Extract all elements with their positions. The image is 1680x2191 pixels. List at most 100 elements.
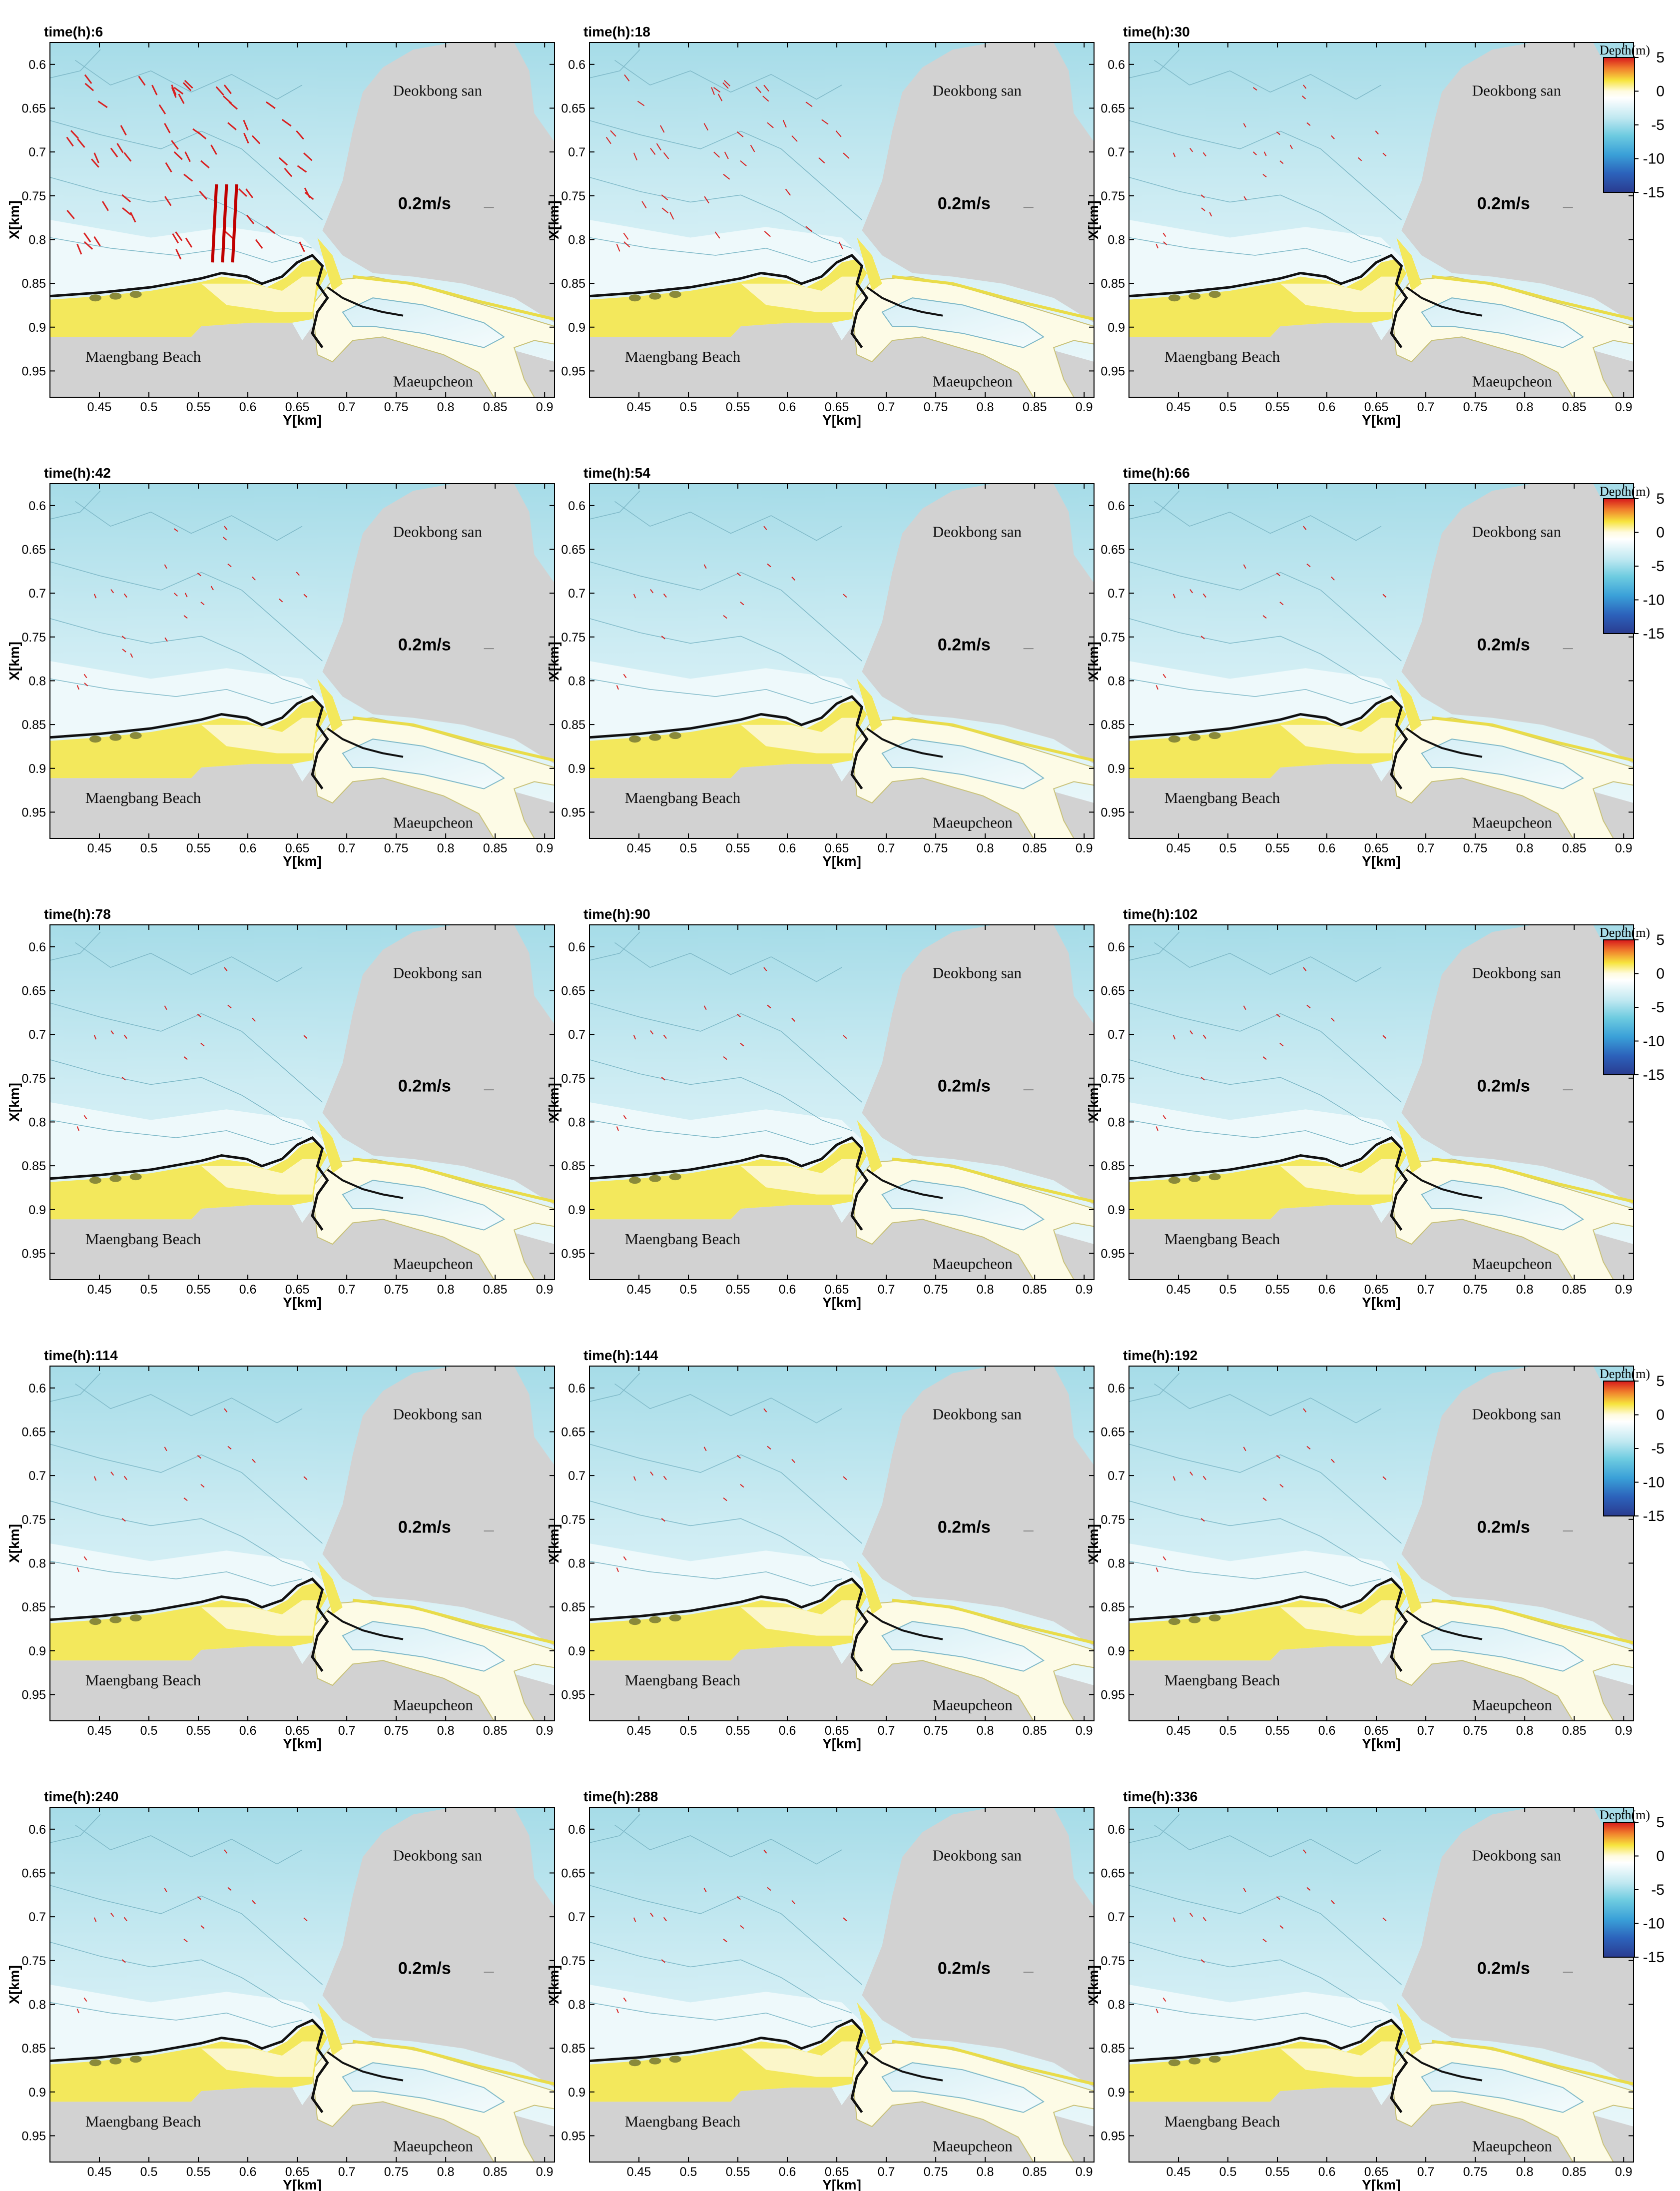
y-tick-label: 0.7 (28, 587, 46, 601)
x-tick-label: 0.5 (140, 1724, 158, 1738)
land-south (589, 1646, 842, 1721)
x-tick-label: 0.7 (1417, 400, 1435, 414)
y-tick-label: 0.7 (568, 587, 585, 601)
velocity-vector (1162, 1556, 1166, 1561)
y-tick-label: 0.85 (561, 718, 585, 732)
label-maeupcheon: Maeupcheon (393, 1255, 474, 1273)
x-tick-label: 0.8 (977, 2165, 994, 2179)
label-maeupcheon: Maeupcheon (1472, 814, 1553, 831)
velocity-vector (197, 1896, 202, 1900)
velocity-vector (1303, 1408, 1307, 1413)
y-tick-label: 0.6 (1108, 1382, 1125, 1396)
x-axis-label: Y[km] (1362, 412, 1401, 428)
rock (628, 294, 641, 302)
x-tick-label: 0.65 (1364, 1724, 1389, 1738)
y-tick-label: 0.95 (561, 1688, 585, 1702)
velocity-vector (1243, 196, 1247, 201)
label-maengbang-beach: Maengbang Beach (85, 1230, 201, 1248)
plot-frame (1128, 924, 1634, 1280)
depth-contour (1154, 1383, 1382, 1424)
y-tick-label: 0.7 (28, 1910, 46, 1924)
velocity-vector (722, 82, 729, 89)
label-maeupcheon: Maeupcheon (933, 814, 1013, 831)
x-tick-label: 0.75 (924, 1283, 948, 1297)
label-maengbang-beach: Maengbang Beach (1164, 1230, 1280, 1248)
shoreline (1128, 253, 1408, 349)
velocity-vector (1172, 152, 1176, 157)
x-axis-label: Y[km] (283, 1295, 322, 1310)
y-tick-label: 0.8 (568, 1115, 585, 1129)
stream-deep (1421, 1621, 1584, 1672)
velocity-vector (633, 1035, 636, 1040)
rock (129, 291, 142, 298)
x-tick-label: 0.8 (437, 1724, 455, 1738)
velocity-vector (1279, 160, 1284, 164)
velocity-vector (93, 594, 97, 599)
colorbar-gradient (1603, 1381, 1635, 1516)
velocity-vector (791, 576, 795, 581)
shoreline (589, 2018, 869, 2114)
x-tick-label: 0.75 (384, 400, 409, 414)
x-tick-label: 0.65 (285, 841, 310, 855)
label-deokbong-san: Deokbong san (933, 1406, 1022, 1423)
label-velocity-scale: 0.2m/s (398, 194, 451, 213)
coast-strip (892, 275, 1095, 321)
land-south (589, 2087, 842, 2162)
y-tick-label: 0.9 (568, 2086, 585, 2100)
beach-berm (1280, 1600, 1397, 1636)
rock (649, 1175, 661, 1182)
velocity-vector (656, 143, 661, 151)
velocity-vector (97, 100, 108, 108)
panel-time-42: time(h):42 Deokbong san Maengbang Beach Mae… (6, 465, 555, 869)
depth-contour (614, 59, 842, 100)
label-maengbang-beach: Maengbang Beach (625, 348, 741, 365)
depth-contour (1128, 1814, 1180, 1843)
land-south (50, 322, 302, 397)
velocity-vector (1382, 1035, 1387, 1039)
x-tick-label: 0.65 (1364, 841, 1389, 855)
x-tick-label: 0.6 (239, 400, 257, 414)
depth-contour (49, 490, 101, 520)
colorbar-gradient (1603, 939, 1635, 1075)
beach-berm (201, 718, 318, 753)
velocity-vector (197, 1014, 202, 1018)
label-maeupcheon: Maeupcheon (393, 2138, 474, 2155)
x-tick-label: 0.5 (680, 841, 697, 855)
x-tick-label: 0.75 (1463, 400, 1488, 414)
y-tick-label: 0.7 (1108, 587, 1125, 601)
velocity-vector (183, 1497, 188, 1501)
velocity-vector (182, 82, 192, 91)
y-tick-label: 0.6 (28, 1382, 46, 1396)
land-deokbong (862, 925, 1094, 1205)
velocity-vector (736, 573, 741, 577)
beach-berm (201, 2041, 318, 2077)
velocity-vector (165, 162, 172, 173)
shoreline-river-mouth (327, 1610, 404, 1640)
velocity-vector (172, 233, 179, 244)
velocity-vector (1382, 1476, 1387, 1480)
label-deokbong-san: Deokbong san (933, 82, 1022, 99)
x-tick-label: 0.6 (1318, 400, 1336, 414)
x-tick-label: 0.55 (1265, 1724, 1290, 1738)
velocity-vector (243, 119, 249, 131)
velocity-vector (767, 122, 774, 128)
velocity-vector (1200, 1518, 1205, 1522)
velocity-vector (304, 191, 314, 200)
colorbar-gradient (1603, 498, 1635, 634)
velocity-vector (616, 1567, 619, 1572)
shoreline (1128, 2018, 1408, 2114)
colorbar-tick-label: -10 (1643, 1033, 1665, 1050)
stream-deep (881, 738, 1045, 789)
shoreline-river-mouth (866, 1610, 943, 1640)
shoreline-river-mouth (866, 728, 943, 758)
velocity-vector (663, 152, 669, 159)
x-tick-label: 0.7 (338, 400, 356, 414)
land-deokbong (1401, 42, 1634, 323)
label-maengbang-beach: Maengbang Beach (1164, 348, 1280, 365)
colorbar-title: Depth(m) (1600, 43, 1650, 57)
x-tick-label: 0.6 (239, 1283, 257, 1297)
depth-contour (49, 1444, 323, 1544)
land-deokbong (322, 1366, 555, 1646)
x-tick-label: 0.9 (536, 1724, 554, 1738)
velocity-vector (1262, 1497, 1267, 1501)
